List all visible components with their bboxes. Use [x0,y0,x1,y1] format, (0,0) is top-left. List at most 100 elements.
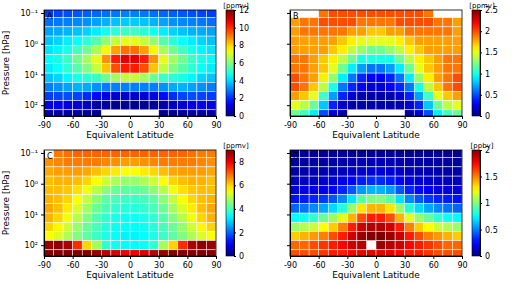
cell [376,27,386,36]
cell [149,82,159,91]
cell [376,64,386,73]
cell [338,195,348,204]
cell [92,73,102,82]
cell [187,101,197,110]
cell [290,73,300,82]
x-axis: -90-60-300306090 [284,256,468,270]
cell [178,213,188,222]
cell [206,73,216,82]
cell [347,101,357,110]
cell [452,158,462,167]
colorbar-label: [ppmv] [223,2,249,10]
tick-mark [462,256,463,259]
cell [120,150,130,158]
cell [347,36,357,45]
cell [338,27,348,36]
cell [414,82,424,91]
tick-label: 4 [239,205,244,214]
cell [443,167,453,176]
tick-mark [234,45,236,46]
cell [366,150,376,158]
cell [140,195,150,204]
tick: 10² [25,241,44,250]
panel-title: D [293,152,299,161]
cell [414,101,424,110]
cell [338,167,348,176]
cell [187,231,197,240]
cell [178,73,188,82]
tick-mark [319,256,320,259]
cell [111,55,121,64]
tick [287,184,290,185]
cell [54,158,64,167]
cell [178,110,188,116]
cell [386,101,396,110]
tick-mark [234,185,236,186]
cell [386,176,396,185]
cell [452,241,462,250]
tick-mark [234,232,236,233]
cell [159,231,169,240]
cell [101,195,111,204]
cell [414,167,424,176]
tick: 0 [128,116,133,130]
cell [197,204,207,213]
tick-mark [73,116,74,119]
cell [54,45,64,54]
tick-mark [347,256,348,259]
tick-mark [234,116,236,117]
cell [82,250,92,256]
cell [328,36,338,45]
tick: -90 [284,116,297,130]
tick-label: 10¹ [25,71,38,80]
cell [54,150,64,158]
cell [197,27,207,36]
cell [300,250,310,256]
cell [92,231,102,240]
colorbar-axis: 00.511.52 [480,146,498,261]
cell [178,195,188,204]
cell [414,250,424,256]
cell [433,158,443,167]
cell [319,27,329,36]
cell [395,55,405,64]
y-axis-title: Pressure [hPa] [1,31,11,96]
cell [159,18,169,27]
cell [206,231,216,240]
cell [347,231,357,240]
cell [328,176,338,185]
cell [159,150,169,158]
cell [111,18,121,27]
panel-title: B [293,12,299,21]
panel-title: C [47,152,53,161]
cell [319,176,329,185]
cell [63,64,73,73]
tick-mark [216,116,217,119]
cell [328,101,338,110]
cell [424,110,434,116]
cell [290,36,300,45]
panel: -90-60-30030609010⁻¹10⁰10¹10²CEquivalent… [1,142,249,280]
cell [290,45,300,54]
cell [120,18,130,27]
cell [338,241,348,250]
cell [63,158,73,167]
cell [328,250,338,256]
cell [206,158,216,167]
cell [111,73,121,82]
cell [206,250,216,256]
cell [395,185,405,194]
cell [357,55,367,64]
cell [452,110,462,116]
tick: 2 [234,94,244,103]
cell [73,176,83,185]
cell [366,82,376,91]
cell [130,204,140,213]
cell [376,185,386,194]
cell [187,185,197,194]
tick-label: 30 [400,121,410,130]
cell [63,101,73,110]
cell [290,222,300,231]
cell [111,231,121,240]
cell [159,185,169,194]
